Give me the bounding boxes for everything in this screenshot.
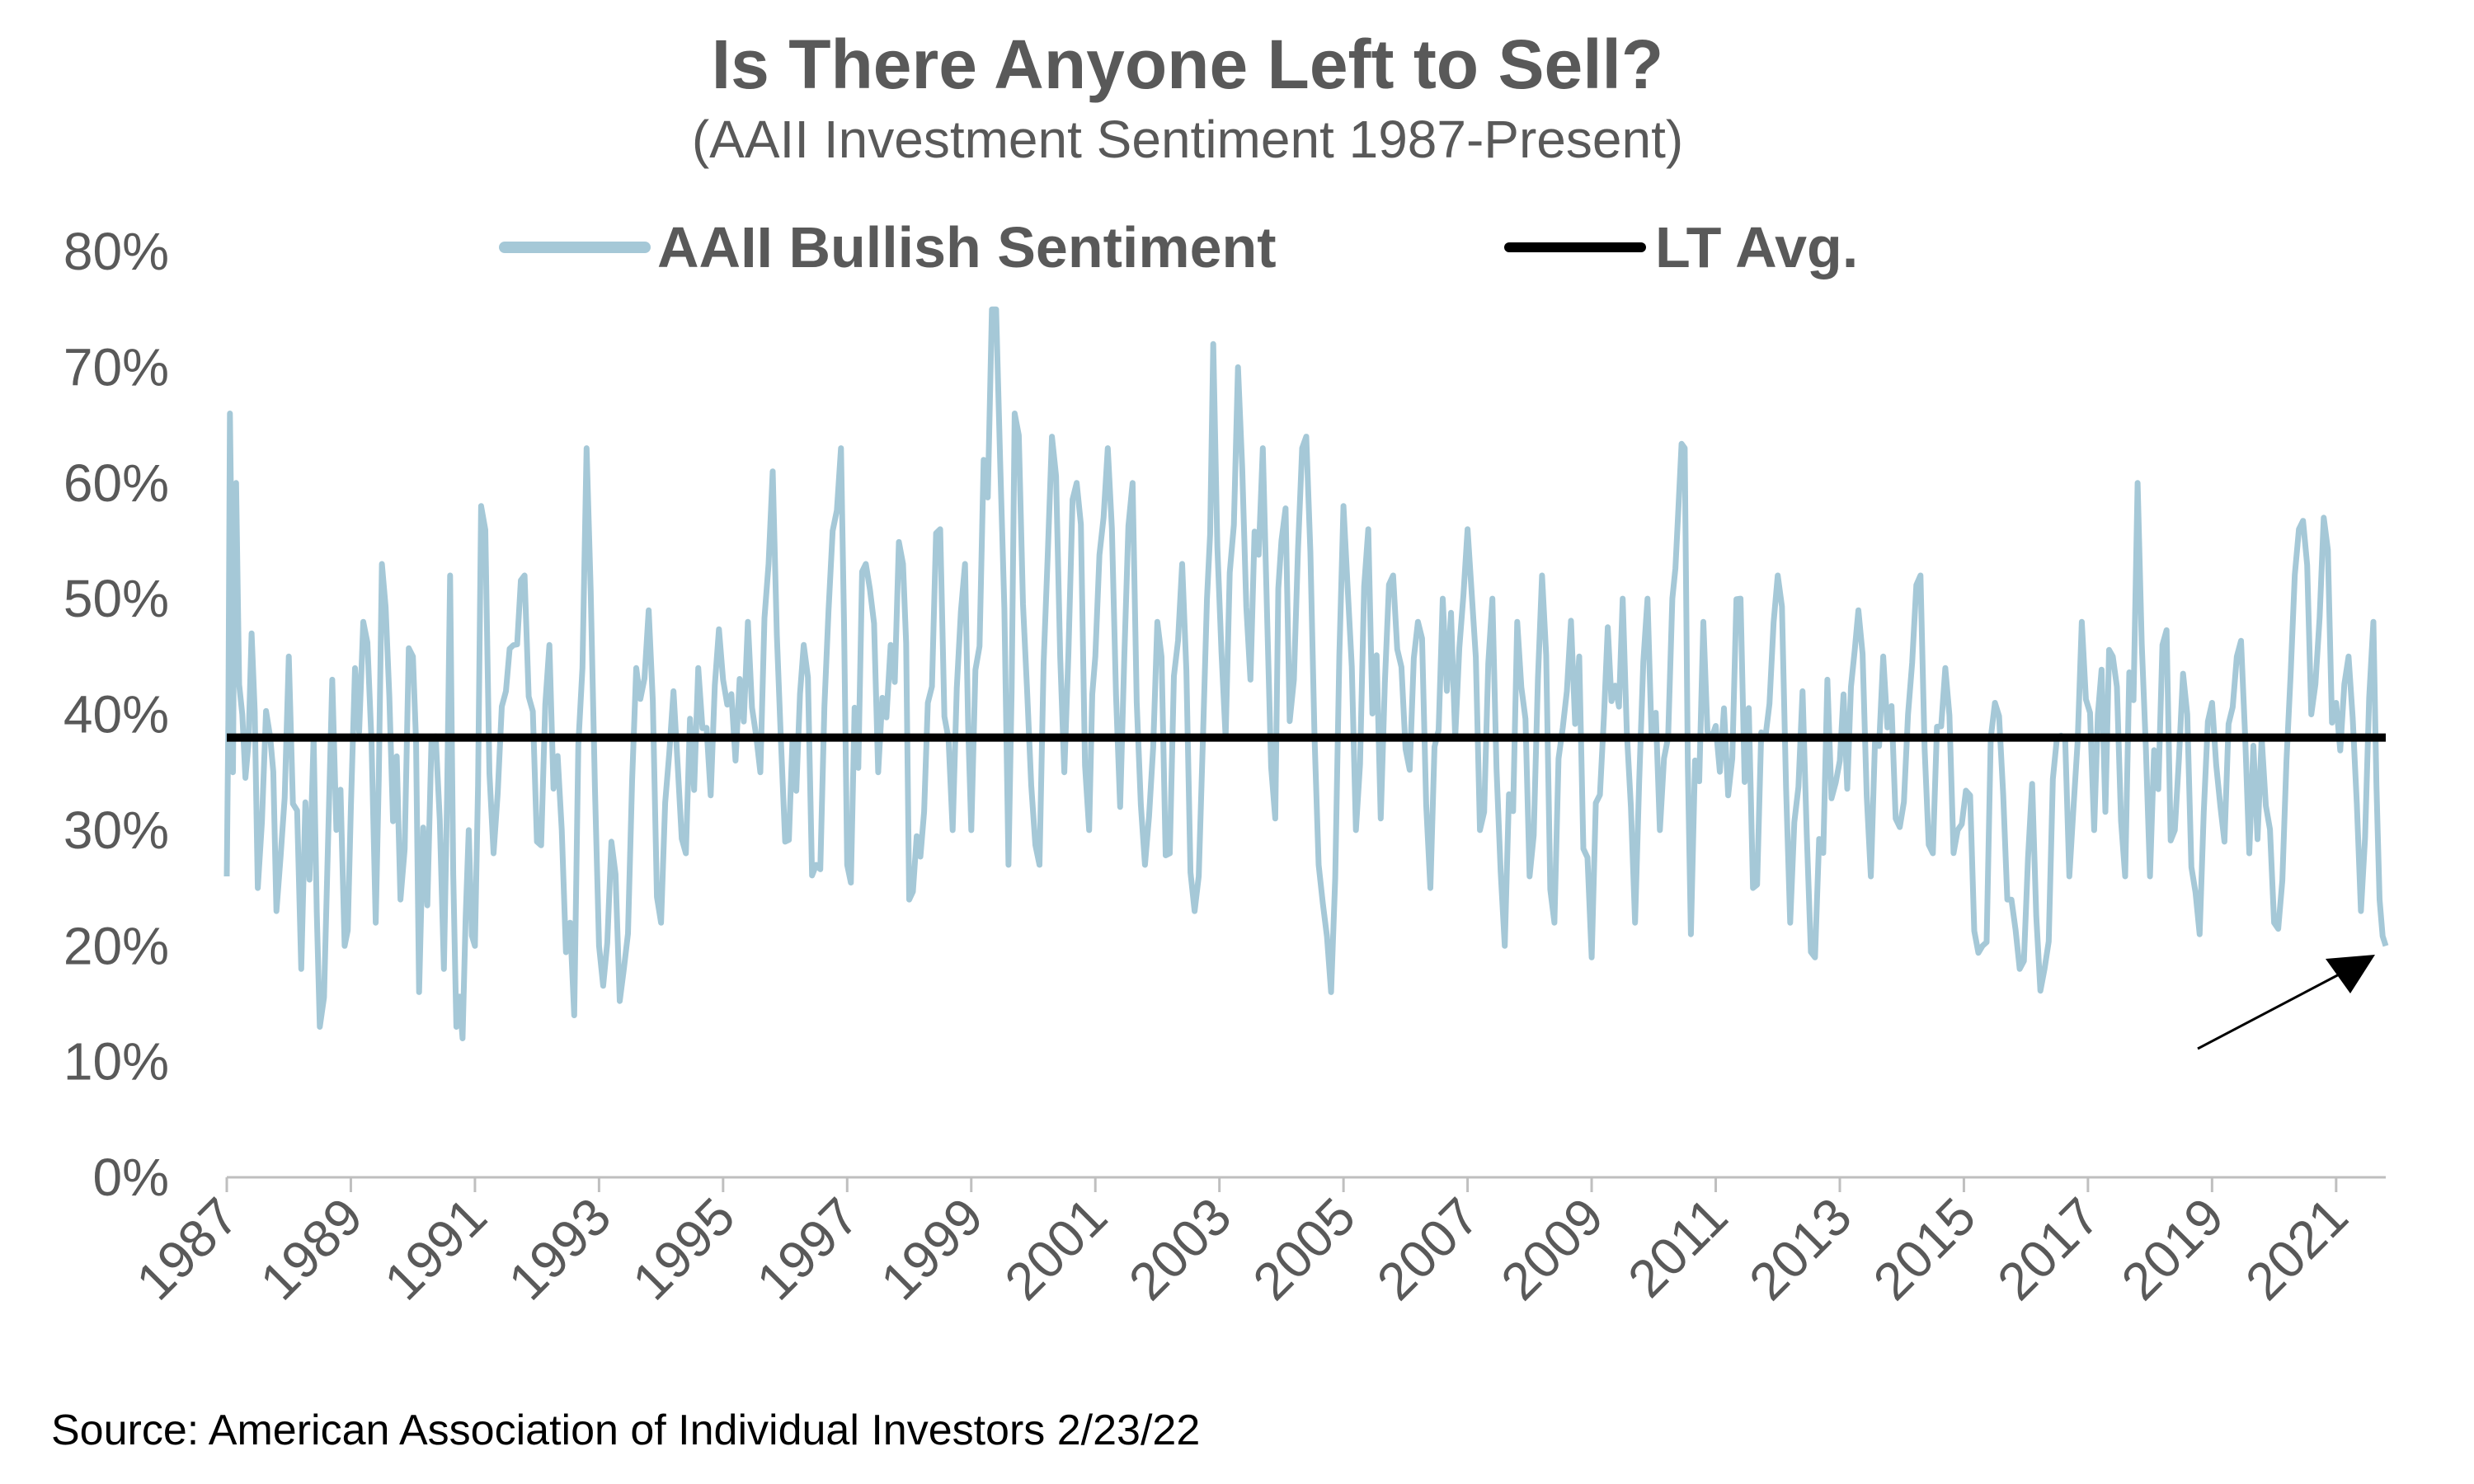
x-tick-label: 1999: [869, 1186, 995, 1312]
y-tick-label: 10%: [63, 1032, 169, 1092]
x-tick-label: 2017: [1986, 1186, 2111, 1312]
x-tick-label: 1993: [497, 1186, 623, 1312]
y-tick-label: 60%: [63, 453, 169, 513]
y-axis: 0% 10% 20% 30% 40% 50% 60% 70% 80%: [63, 222, 169, 1207]
x-tick-label: 2009: [1489, 1186, 1615, 1312]
x-tick-label: 2007: [1366, 1186, 1491, 1312]
x-tick-label: 2015: [1862, 1186, 1987, 1312]
arrow-line: [2197, 971, 2343, 1050]
series-layer: [223, 306, 2389, 1041]
legend-bullish-label: AAII Bullish Sentiment: [657, 215, 1277, 279]
legend-ltavg-label: LT Avg.: [1655, 215, 1858, 279]
y-tick-label: 30%: [63, 801, 169, 860]
x-tick-label: 1989: [249, 1186, 374, 1312]
source-note: Source: American Association of Individu…: [51, 1407, 1201, 1454]
x-tick-label: 2005: [1241, 1186, 1366, 1312]
x-tick-label: 2013: [1738, 1186, 1863, 1312]
chart-subtitle: (AAII Investment Sentiment 1987-Present): [691, 110, 1684, 169]
x-axis: 1987198919911993199519971999200120032005…: [125, 1176, 2386, 1312]
x-tick-label: 2011: [1616, 1186, 1738, 1308]
x-tick-label: 2001: [994, 1186, 1119, 1312]
x-tick-label: 1995: [621, 1186, 746, 1312]
x-tick-label: 2019: [2110, 1186, 2236, 1312]
y-tick-label: 70%: [63, 337, 169, 397]
x-tick-label: 1997: [745, 1186, 871, 1312]
x-tick-label: 2003: [1117, 1186, 1243, 1312]
arrow-head: [2326, 955, 2375, 993]
annotation: [2197, 955, 2375, 1050]
chart-title: Is There Anyone Left to Sell?: [711, 26, 1664, 103]
y-tick-label: 80%: [63, 222, 169, 281]
x-tick-label: 1991: [373, 1186, 498, 1312]
series-bullish-sentiment: [223, 306, 2389, 1041]
y-tick-label: 0%: [93, 1148, 170, 1207]
legend: AAII Bullish Sentiment LT Avg.: [499, 215, 1858, 279]
y-tick-label: 50%: [63, 569, 169, 628]
x-tick-label: 2021: [2234, 1186, 2359, 1312]
y-tick-label: 40%: [63, 685, 169, 744]
y-tick-label: 20%: [63, 916, 169, 975]
